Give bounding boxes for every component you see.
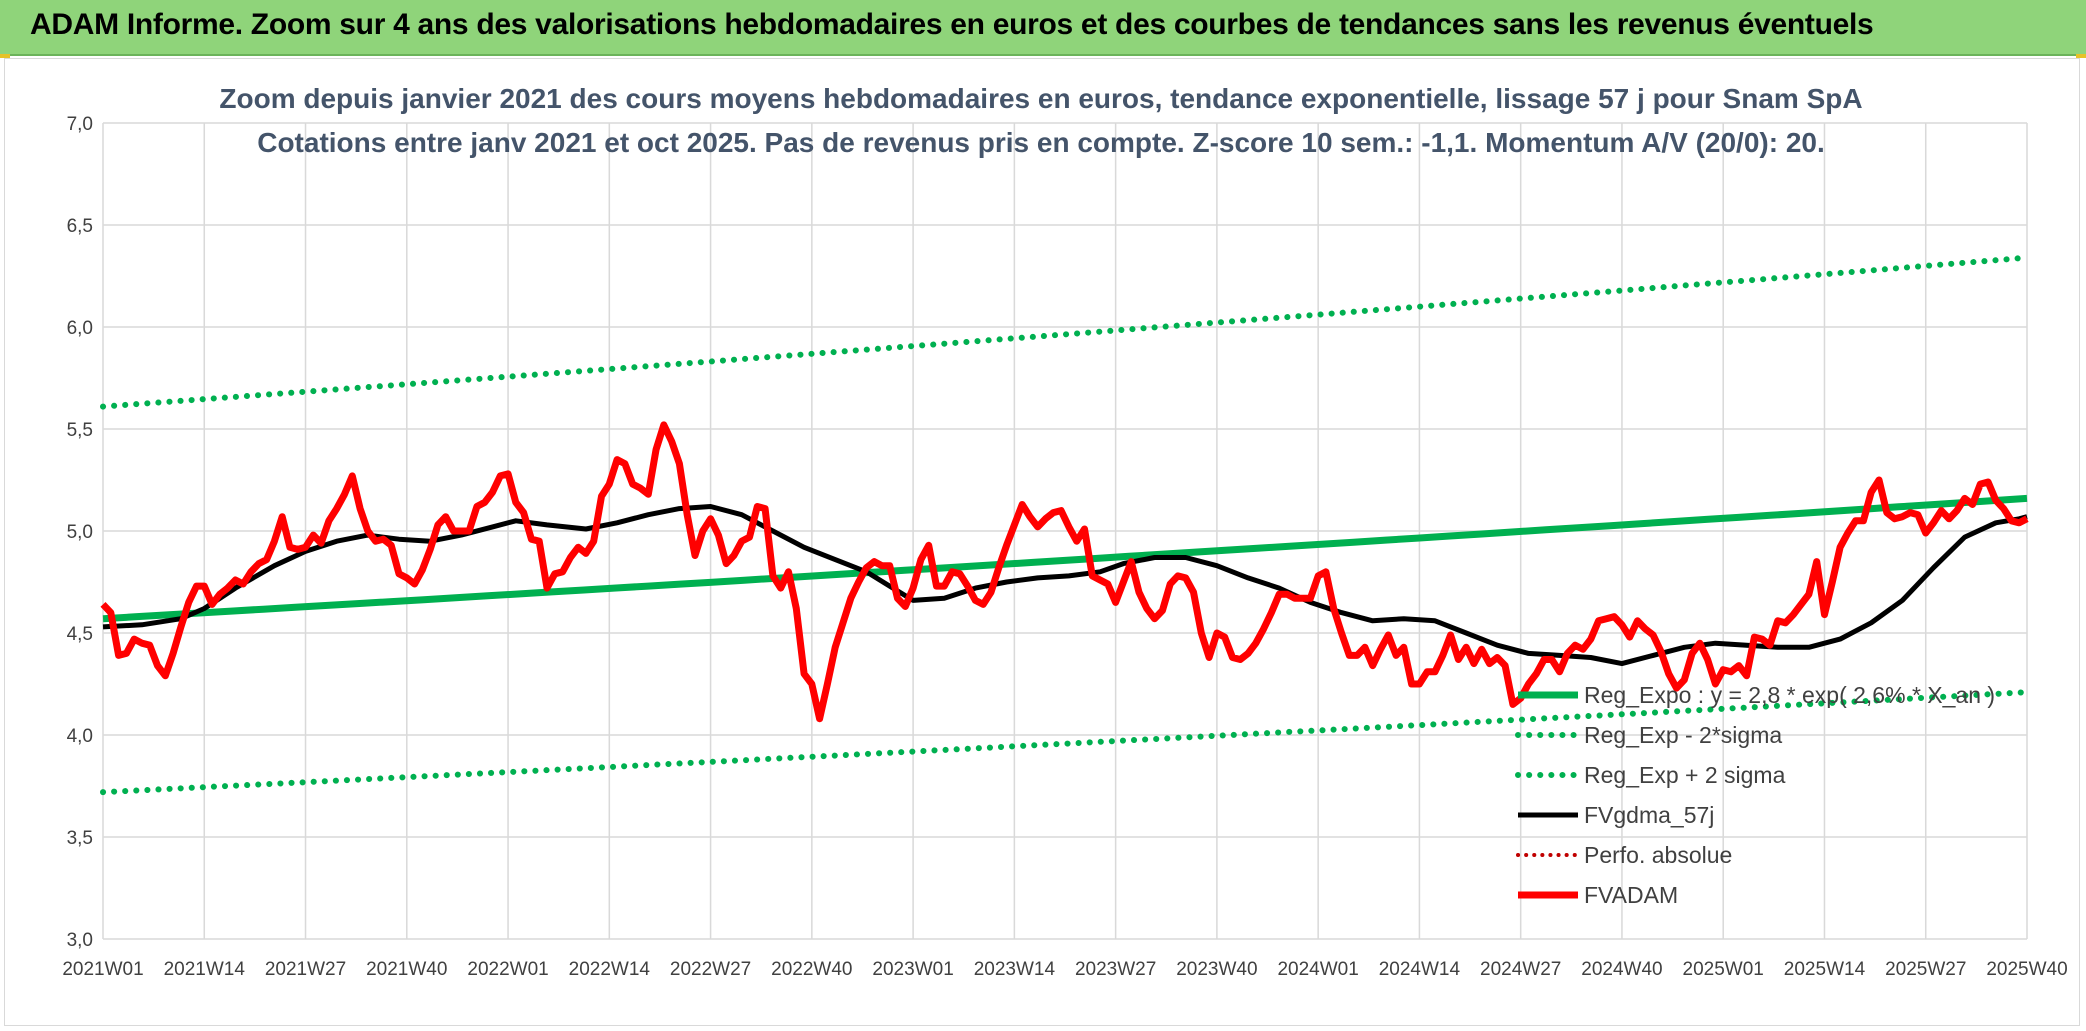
chart-title: Zoom depuis janvier 2021 des cours moyen…	[219, 83, 1862, 114]
x-tick-label: 2024W01	[1277, 959, 1358, 980]
y-tick-label: 7,0	[67, 114, 93, 135]
x-tick-label: 2024W14	[1379, 959, 1461, 980]
legend-label: FVADAM	[1584, 882, 1678, 908]
y-tick-label: 5,0	[67, 522, 93, 543]
page-title: ADAM Informe. Zoom sur 4 ans des valoris…	[30, 8, 1874, 41]
x-axis-ticks: 2021W01 2021W14 2021W27 2021W40 2022W01 2022W…	[62, 959, 2067, 980]
x-tick-label: 2022W27	[670, 959, 751, 980]
y-tick-label: 4,5	[67, 624, 93, 645]
y-axis-ticks: 7,0 6,5 6,0 5,5 5,0 4,5 4,0 3,5 3,0	[67, 114, 93, 951]
y-tick-label: 5,5	[67, 420, 93, 441]
y-tick-label: 4,0	[67, 726, 93, 747]
chart-legend: Reg_Expo : y = 2,8 * exp( 2,6% * X_an ) R…	[1515, 682, 1995, 908]
legend-label: Perfo. absolue	[1584, 842, 1732, 868]
x-tick-label: 2024W27	[1480, 959, 1561, 980]
y-tick-label: 6,0	[67, 318, 93, 339]
x-tick-label: 2025W14	[1784, 959, 1866, 980]
x-tick-label: 2022W01	[467, 959, 548, 980]
reg-exp-plus-2sigma-line	[100, 254, 2030, 410]
legend-label: Reg_Exp - 2*sigma	[1584, 722, 1782, 748]
x-tick-label: 2022W14	[569, 959, 651, 980]
x-tick-label: 2021W14	[164, 959, 246, 980]
legend-label: Reg_Expo : y = 2,8 * exp( 2,6% * X_an )	[1584, 682, 1995, 708]
chart-frame	[4, 58, 2080, 1026]
reg-expo-line	[102, 494, 2028, 623]
x-tick-label: 2025W01	[1683, 959, 1764, 980]
x-tick-label: 2021W40	[366, 959, 447, 980]
x-tick-label: 2023W27	[1075, 959, 1156, 980]
y-tick-label: 3,0	[67, 930, 93, 951]
x-tick-label: 2025W40	[1986, 959, 2067, 980]
x-tick-label: 2021W01	[62, 959, 143, 980]
fvgdma-57j-line	[102, 504, 2028, 667]
x-tick-label: 2023W14	[974, 959, 1056, 980]
corner-accent-right	[2076, 54, 2086, 58]
x-tick-label: 2021W27	[265, 959, 346, 980]
x-tick-label: 2023W40	[1176, 959, 1257, 980]
chart-grid	[102, 122, 2028, 940]
corner-accent-left	[0, 54, 10, 58]
y-tick-label: 6,5	[67, 216, 93, 237]
chart-subtitle: Cotations entre janv 2021 et oct 2025. P…	[257, 127, 1825, 158]
legend-label: FVgdma_57j	[1584, 802, 1714, 828]
x-tick-label: 2022W40	[771, 959, 852, 980]
x-tick-label: 2025W27	[1885, 959, 1966, 980]
x-tick-label: 2023W01	[872, 959, 953, 980]
legend-label: Reg_Exp + 2 sigma	[1584, 762, 1786, 788]
x-tick-label: 2024W40	[1581, 959, 1662, 980]
chart-series	[100, 254, 2030, 796]
fvadam-line	[100, 421, 2029, 723]
header-bar: ADAM Informe. Zoom sur 4 ans des valoris…	[0, 0, 2086, 56]
reg-exp-minus-2sigma-line	[100, 689, 2030, 796]
y-tick-label: 3,5	[67, 828, 93, 849]
